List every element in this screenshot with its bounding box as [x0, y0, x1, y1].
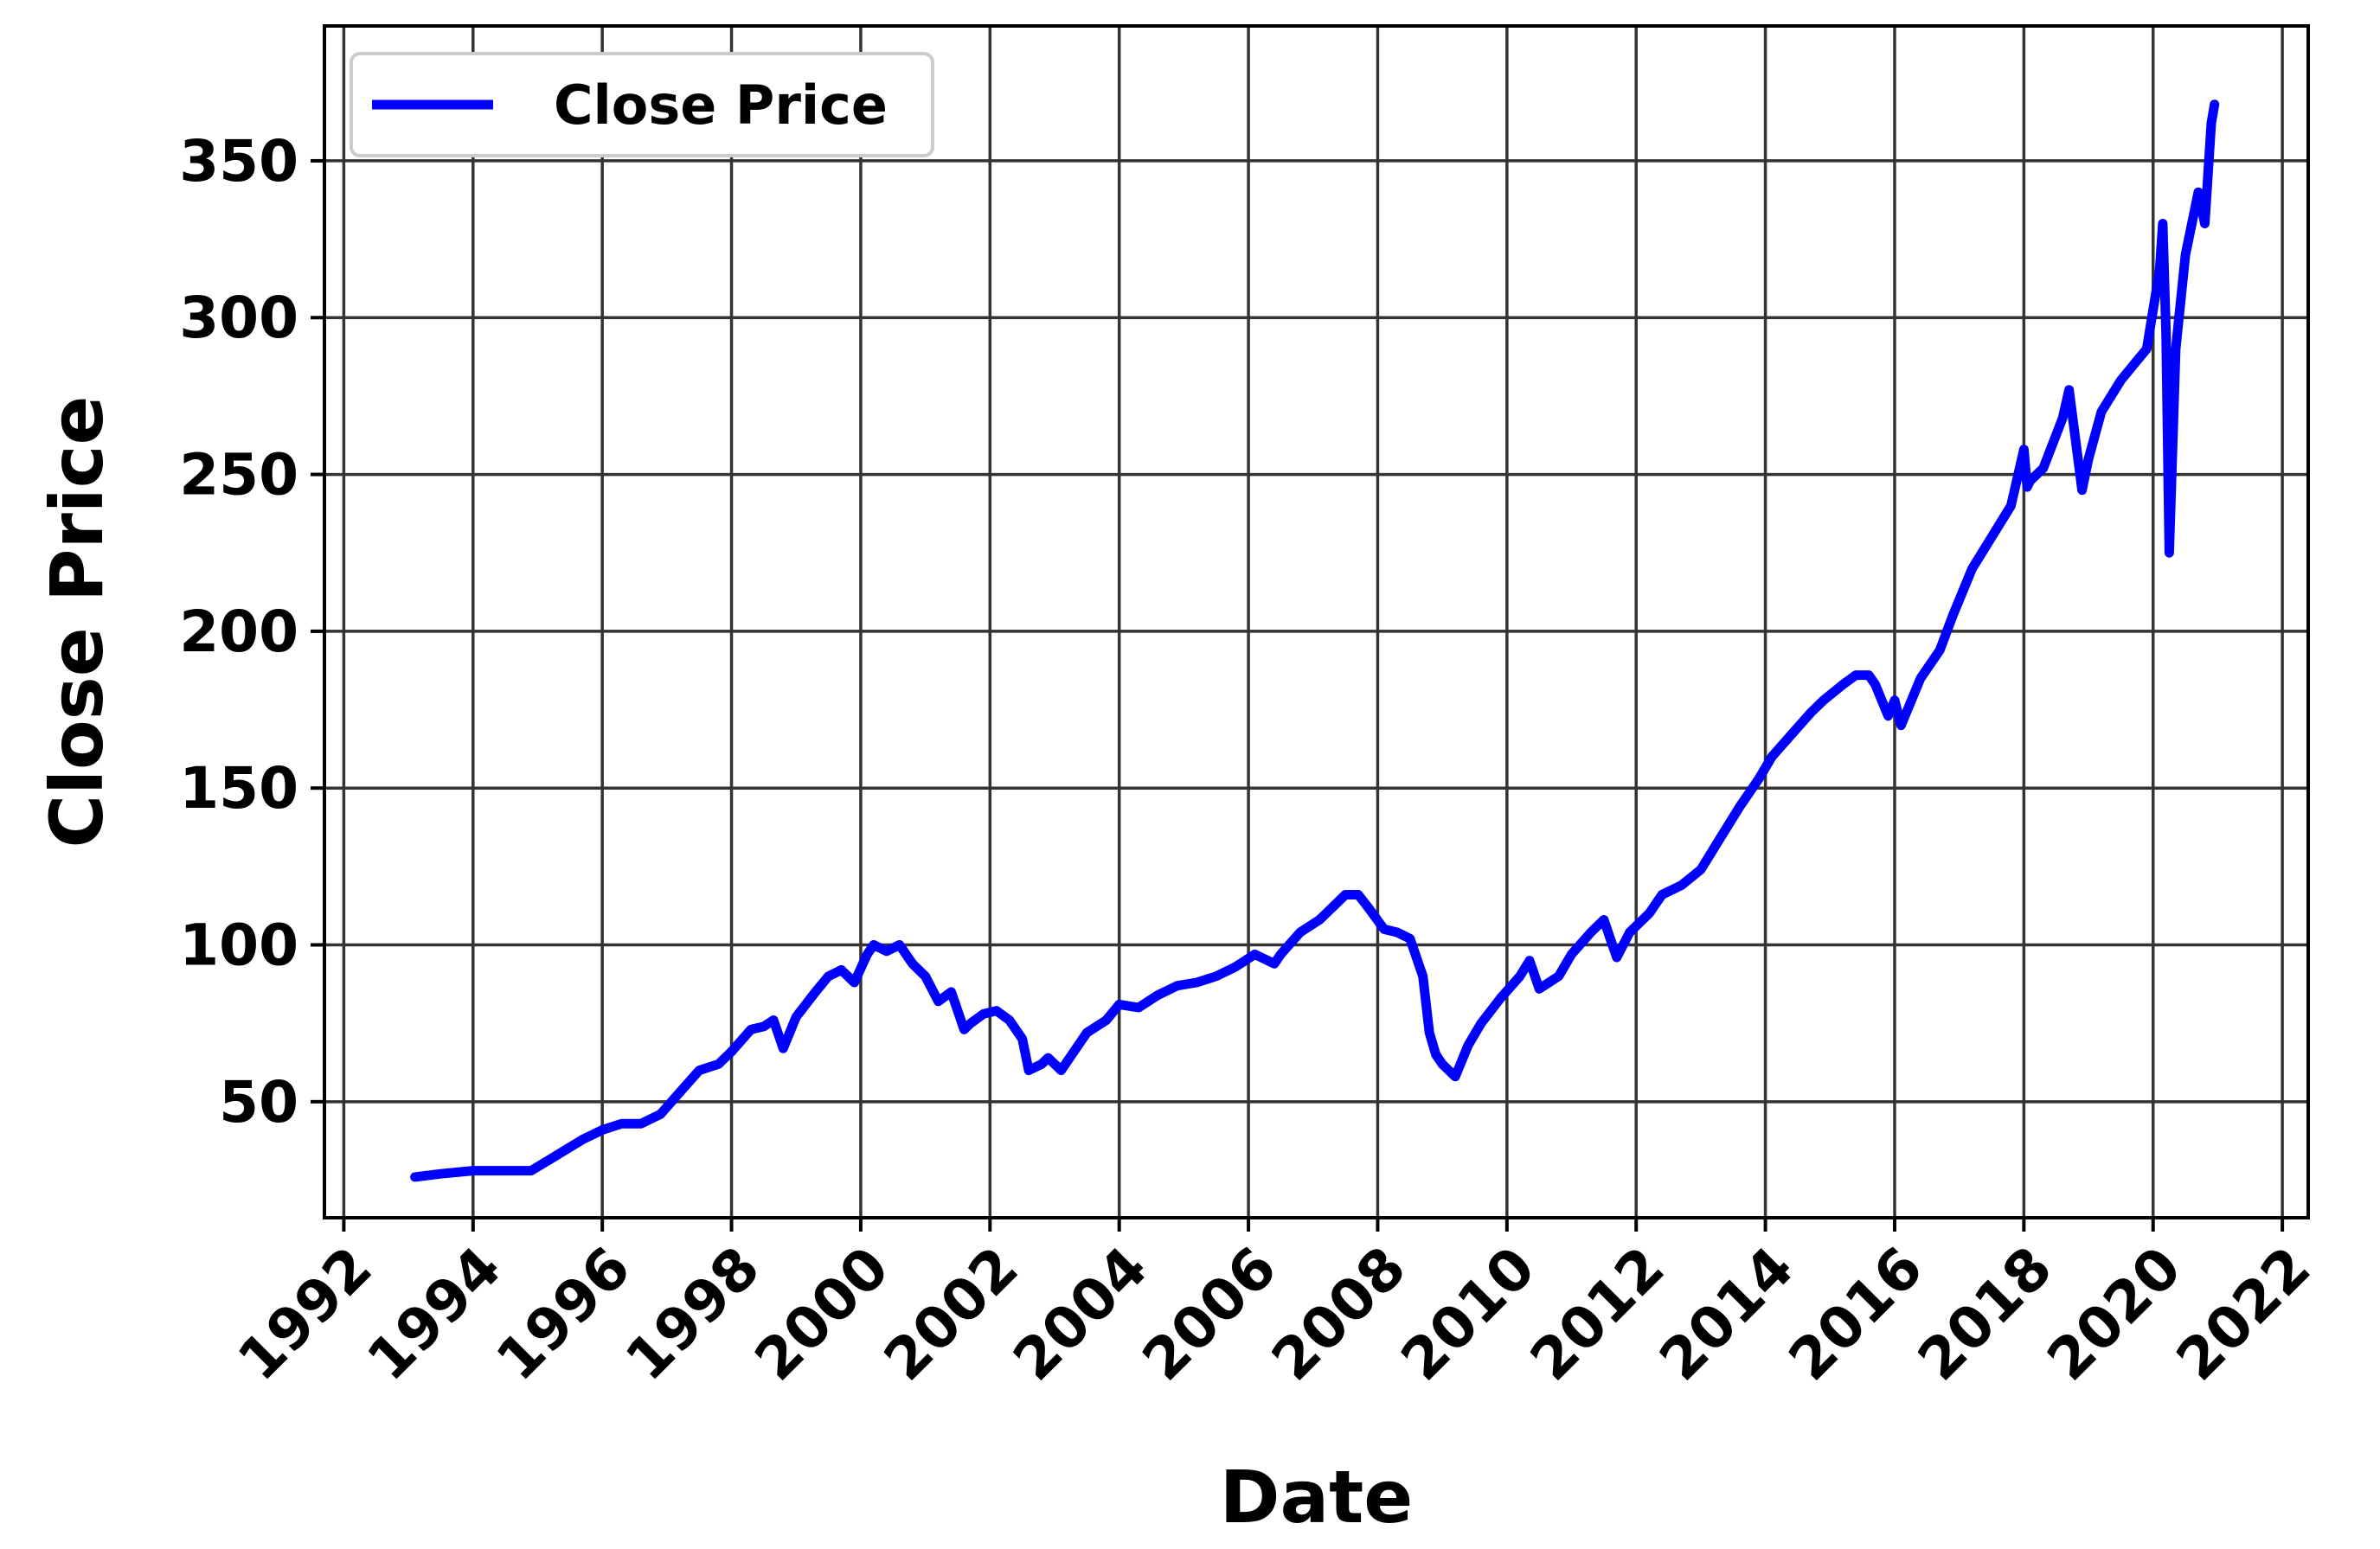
y-tick-label: 300 [179, 285, 298, 351]
x-tick-label: 1994 [355, 1234, 514, 1393]
x-tick-label: 2006 [1130, 1234, 1289, 1393]
x-tick-label: 2016 [1776, 1234, 1935, 1393]
y-axis-title: Close Price [35, 396, 119, 848]
x-tick-label: 1998 [613, 1234, 773, 1393]
y-tick-label: 50 [219, 1069, 298, 1136]
y-tick-label: 150 [179, 755, 298, 822]
plot-frame [323, 24, 2310, 1219]
x-tick-label: 1996 [484, 1234, 643, 1393]
legend-label-close-price: Close Price [554, 74, 888, 137]
x-tick-label: 2008 [1259, 1234, 1418, 1393]
x-tick-label: 2012 [1517, 1234, 1677, 1393]
x-axis-title: Date [1220, 1455, 1414, 1539]
y-tick-label: 200 [179, 598, 298, 665]
y-tick-label: 350 [179, 128, 298, 195]
x-axis-ticks: 1992199419961998200020022004200620082010… [225, 1218, 2323, 1393]
x-tick-label: 2000 [742, 1234, 901, 1393]
x-tick-label: 2010 [1389, 1234, 1548, 1393]
series-layer [410, 99, 2220, 1182]
series-line-close-price [410, 99, 2220, 1182]
legend: Close Price [350, 52, 934, 157]
x-tick-label: 2022 [2164, 1234, 2323, 1393]
x-tick-label: 2014 [1647, 1234, 1806, 1393]
x-tick-label: 1992 [225, 1234, 384, 1393]
y-axis-ticks: 50 100 150 200 250 300 350 [179, 128, 324, 1136]
x-tick-label: 2020 [2035, 1234, 2194, 1393]
y-tick-label: 250 [179, 442, 298, 509]
x-tick-label: 2002 [871, 1234, 1030, 1393]
legend-box [350, 52, 934, 157]
grid-lines [324, 26, 2308, 1218]
x-tick-label: 2004 [1001, 1234, 1160, 1393]
y-tick-label: 100 [179, 912, 298, 979]
x-tick-label: 2018 [1905, 1234, 2064, 1393]
